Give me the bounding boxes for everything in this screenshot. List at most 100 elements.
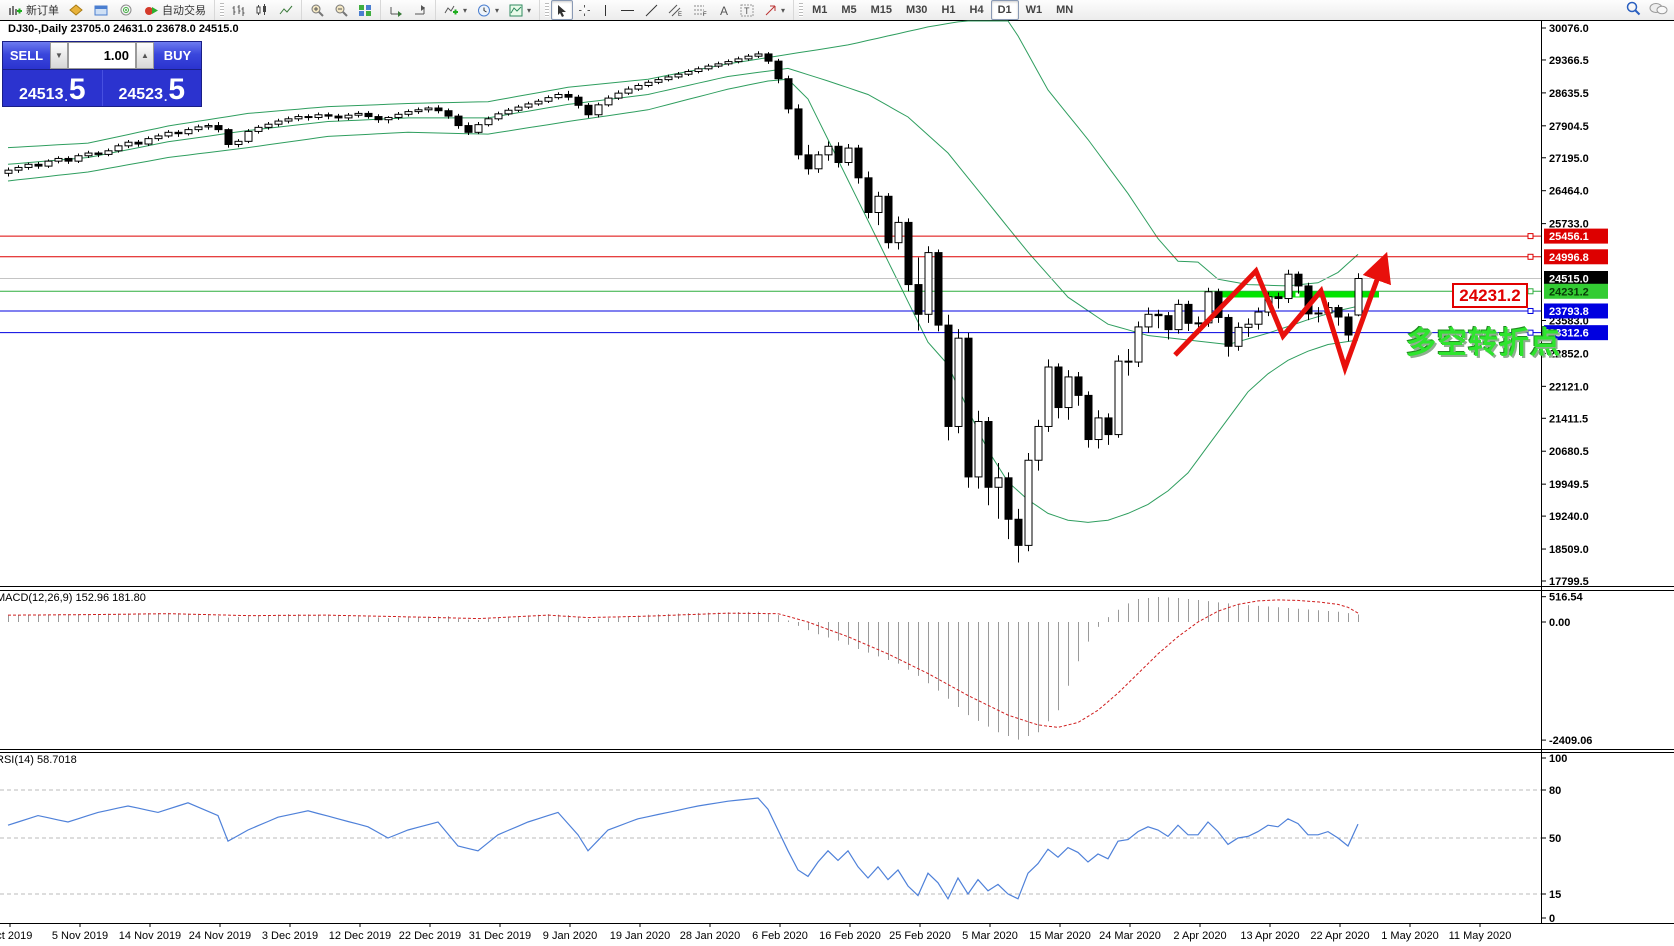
bar-chart-icon [231,4,245,17]
svg-text:31 Dec 2019: 31 Dec 2019 [469,930,531,942]
svg-text:28635.5: 28635.5 [1549,88,1589,100]
community-icon[interactable] [1649,2,1668,19]
zoom-out-button[interactable] [329,0,353,20]
template-icon [509,4,523,17]
toolbar-grip[interactable] [545,3,550,17]
crosshair-icon [578,4,591,17]
timeframe-M15[interactable]: M15 [870,4,893,16]
svg-text:516.54: 516.54 [1549,592,1584,604]
bar-chart-button[interactable] [226,0,250,20]
timeframe-H1[interactable]: H1 [941,4,956,16]
drawing-group: E F A T ▾ [539,0,793,20]
clock-icon [477,4,491,17]
candlestick-button[interactable] [250,0,274,20]
sell-price-dot: . [64,90,68,104]
svg-text:24515.0: 24515.0 [1549,273,1589,285]
volume-increase-button[interactable]: ▲ [136,42,154,69]
tile-windows-icon [358,4,372,17]
periods-button[interactable]: ▾ [472,0,504,20]
trendline-button[interactable] [640,0,663,20]
buy-price-main: 24523 [118,86,163,103]
svg-text:26464.0: 26464.0 [1549,186,1589,198]
cursor-button[interactable] [551,0,574,20]
new-order-button[interactable]: 新订单 [3,0,64,20]
svg-text:15 Mar 2020: 15 Mar 2020 [1029,930,1091,942]
horizontal-line-button[interactable] [615,0,640,20]
svg-text:14 Nov 2019: 14 Nov 2019 [119,930,181,942]
auto-scroll-icon [389,4,403,17]
data-window-icon [94,4,109,17]
market-watch-button[interactable] [64,0,89,20]
line-chart-button[interactable] [274,0,298,20]
add-indicator-button[interactable]: ▾ [439,0,472,20]
crosshair-button[interactable] [573,0,596,20]
chart-type-group [214,0,301,20]
sell-price-pip: 5 [68,73,86,107]
auto-scroll-button[interactable] [384,0,408,20]
svg-text:22852.0: 22852.0 [1549,348,1589,360]
autotrading-label: 自动交易 [162,5,206,17]
line-chart-icon [279,4,293,17]
svg-text:29366.5: 29366.5 [1549,55,1589,67]
chart-shift-button[interactable] [408,0,432,20]
svg-text:19949.5: 19949.5 [1549,479,1589,491]
shapes-button[interactable]: ▾ [759,0,790,20]
buy-button[interactable]: BUY [154,42,201,69]
toolbar-grip[interactable] [220,3,224,17]
svg-text:20680.5: 20680.5 [1549,446,1589,458]
timeframe-W1[interactable]: W1 [1025,4,1043,16]
zoom-in-button[interactable] [305,0,329,20]
svg-text:16 Feb 2020: 16 Feb 2020 [819,930,881,942]
zoom-group [301,0,380,20]
timeframe-MN[interactable]: MN [1056,4,1074,16]
timeframe-D1[interactable]: D1 [990,0,1019,20]
svg-text:17799.5: 17799.5 [1549,576,1589,588]
svg-text:E: E [678,12,682,17]
buy-price[interactable]: 24523 . 5 [103,70,202,106]
buy-price-pip: 5 [168,73,186,107]
signals-icon [119,4,134,17]
chart-ohlc-title: DJ30-,Daily 23705.0 24631.0 23678.0 2451… [8,23,239,35]
chart-shift-icon [413,4,427,17]
svg-text:22 Dec 2019: 22 Dec 2019 [399,930,461,942]
channel-button[interactable]: E [663,0,688,20]
svg-text:5 Mar 2020: 5 Mar 2020 [962,930,1018,942]
svg-text:24231.2: 24231.2 [1549,286,1589,298]
vertical-line-button[interactable] [596,0,615,20]
toolbar-grip[interactable] [799,3,804,17]
equidistant-channel-icon: E [668,4,683,17]
svg-text:15: 15 [1549,889,1561,901]
search-icon[interactable] [1626,1,1641,19]
timeframe-H4[interactable]: H4 [969,4,984,16]
volume-input[interactable]: 1.00 [68,42,136,69]
svg-text:24 Nov 2019: 24 Nov 2019 [189,930,251,942]
svg-text:27904.5: 27904.5 [1549,121,1589,133]
timeframe-M1[interactable]: M1 [812,4,828,16]
timeframe-group: M1 M5 M15 M30 H1 H4 D1 W1 MN [793,0,1083,20]
one-click-trade-panel: SELL ▼ 1.00 ▲ BUY 24513 . 5 24523 . 5 [2,41,202,107]
fibonacci-button[interactable]: F [688,0,713,20]
cursor-icon [556,4,568,17]
chinese-annotation-text[interactable]: 多空转折点 [1406,327,1561,360]
template-button[interactable]: ▾ [504,0,536,20]
price-annotation-box[interactable]: 24231.2 [1452,283,1528,308]
autotrading-button[interactable]: 自动交易 [139,0,211,20]
sell-button[interactable]: SELL [3,42,50,69]
svg-text:50: 50 [1549,833,1561,845]
timeframe-M30[interactable]: M30 [906,4,928,16]
signals-button[interactable] [114,0,139,20]
data-window-button[interactable] [89,0,114,20]
text-label-button[interactable]: T [735,0,759,20]
text-button[interactable]: A [713,0,735,20]
tile-windows-button[interactable] [353,0,377,20]
add-indicator-icon [444,4,459,17]
timeframe-M5[interactable]: M5 [841,4,857,16]
autotrading-icon [144,4,159,17]
sell-price[interactable]: 24513 . 5 [3,70,103,106]
volume-decrease-button[interactable]: ▼ [50,42,68,69]
candlestick-icon [255,3,269,17]
svg-text:27195.0: 27195.0 [1549,153,1589,165]
shapes-icon [764,4,777,17]
